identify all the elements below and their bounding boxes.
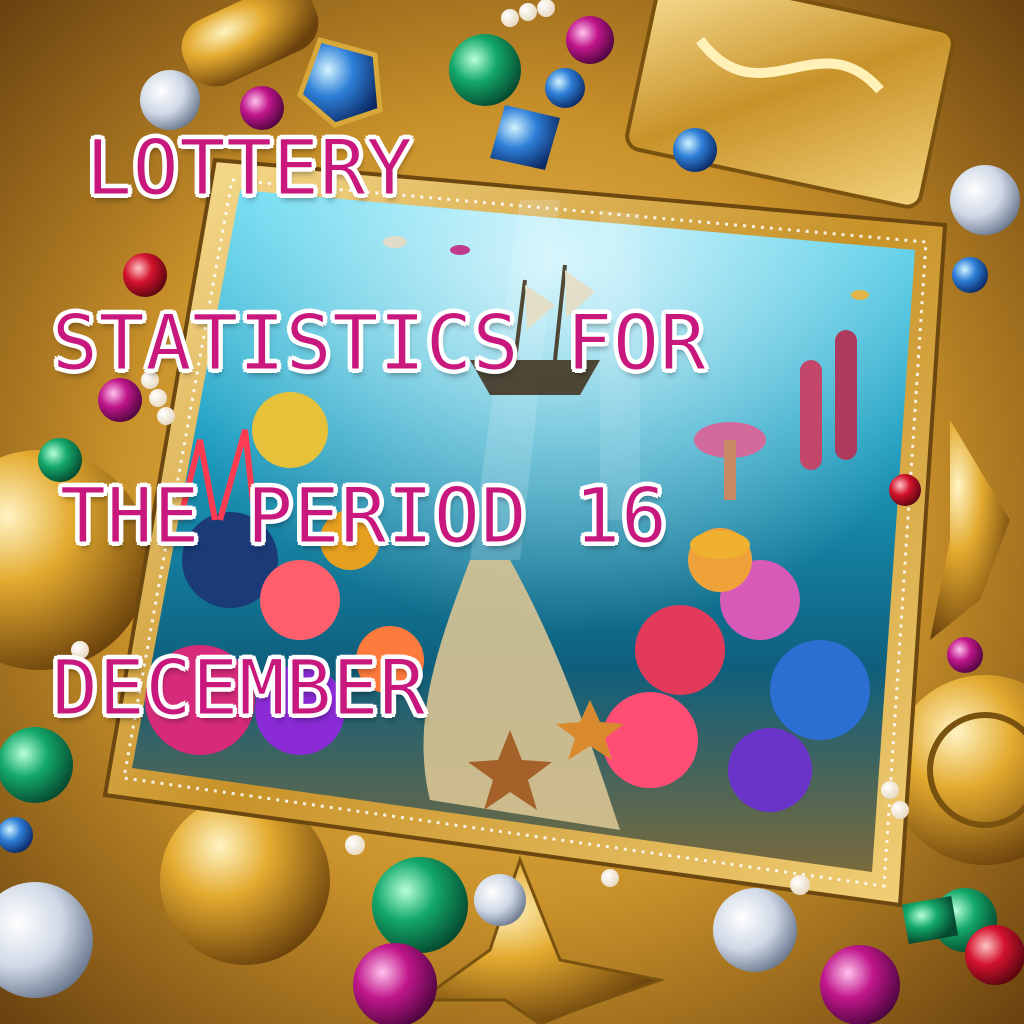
title-line-4: DECEMBER	[51, 643, 427, 732]
ship-silhouette	[470, 264, 600, 395]
title-line-1: LOTTERY	[85, 123, 414, 212]
underwater-scene	[132, 190, 915, 872]
title-line-3: THE PERIOD 16	[60, 471, 668, 560]
title-line-2: STATISTICS FOR	[52, 298, 707, 387]
